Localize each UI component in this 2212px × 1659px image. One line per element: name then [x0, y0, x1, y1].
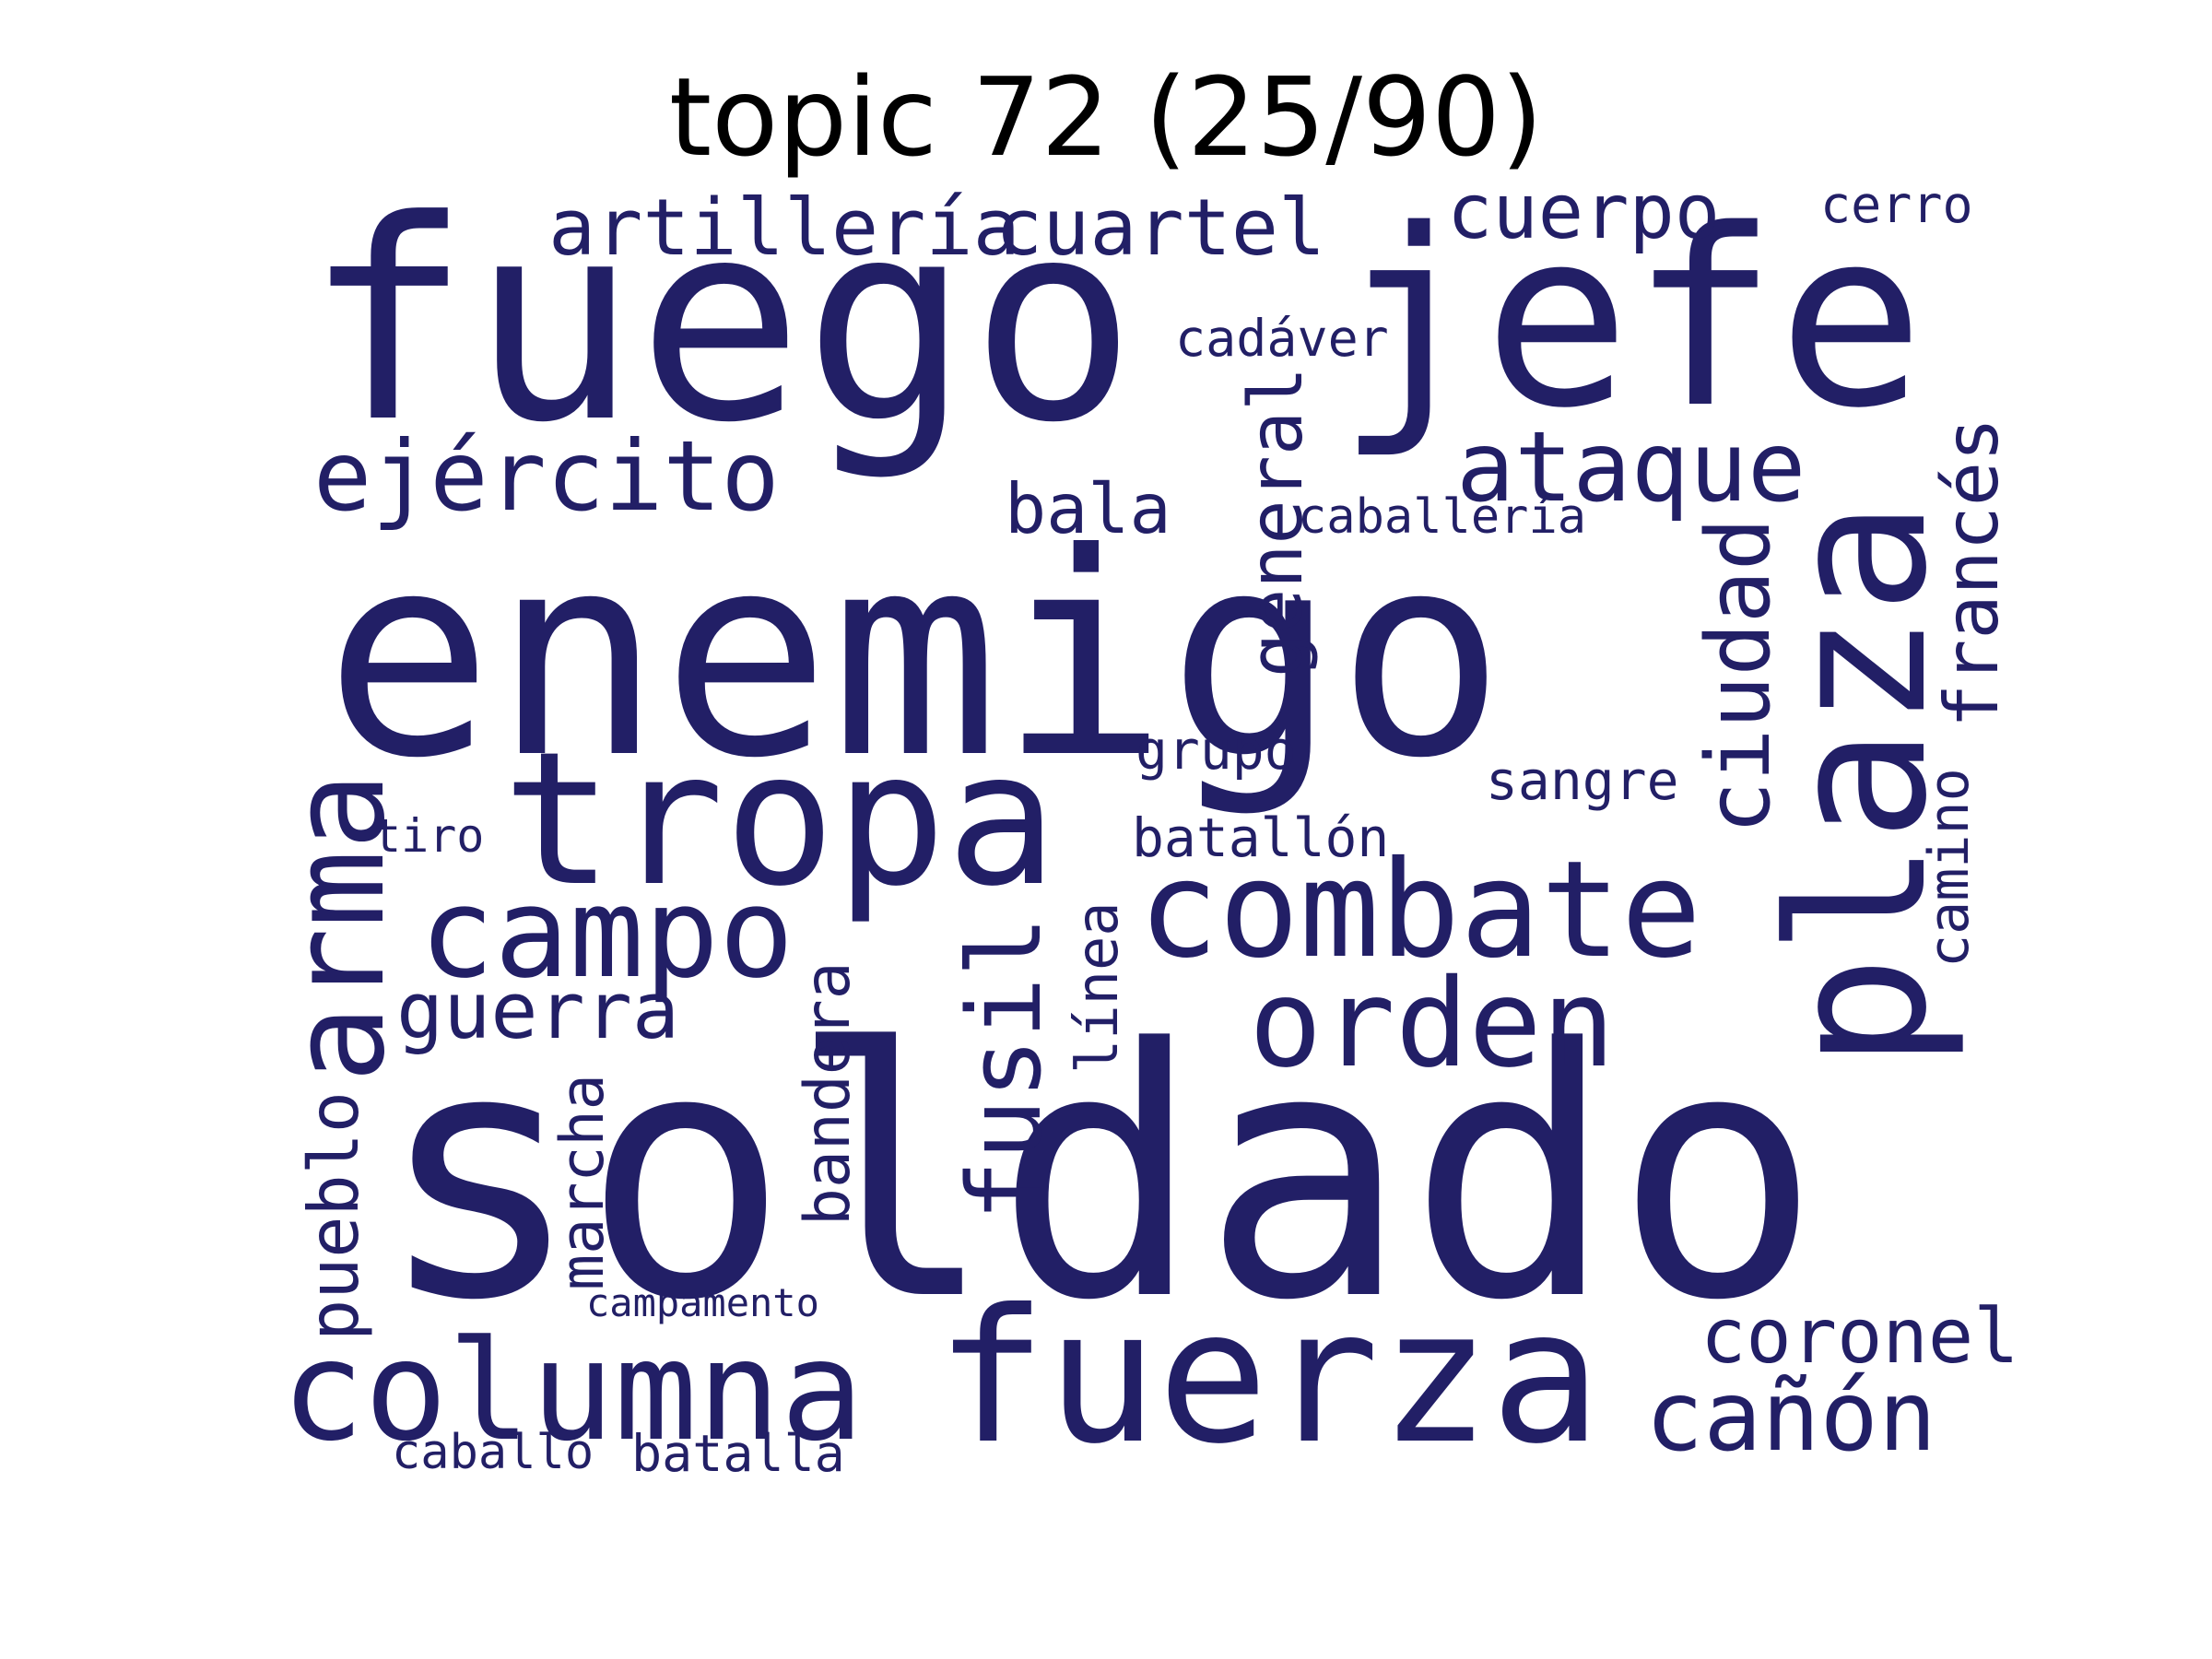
cloud-word: columna — [281, 1312, 865, 1472]
cloud-word: jefe — [1336, 178, 1925, 462]
cloud-word: campo — [419, 861, 794, 1006]
cloud-word: soldado — [376, 976, 1821, 1375]
cloud-word: ejército — [313, 420, 780, 533]
cloud-word: enemigo — [324, 493, 1506, 819]
cloud-word: orden — [1249, 953, 1616, 1095]
cloud-word: cuartel — [995, 182, 1326, 274]
figure-title: topic 72 (25/90) — [668, 53, 1544, 181]
cloud-word: marcha — [548, 1074, 618, 1290]
cloud-word: campamento — [586, 1280, 819, 1325]
cloud-word: línea — [1064, 901, 1131, 1074]
cloud-word: ciudad — [1688, 517, 1790, 834]
cloud-word: cuerpo — [1447, 169, 1721, 256]
cloud-word: fuerza — [935, 1270, 1602, 1485]
cloud-word: camino — [1917, 768, 1982, 968]
cloud-word: francés — [1929, 417, 2015, 728]
cloud-word: combate — [1138, 832, 1702, 988]
cloud-word: bala — [1005, 468, 1171, 549]
cloud-word: guerra — [396, 966, 680, 1057]
cloud-word: tiro — [373, 809, 485, 863]
cloud-word: batallón — [1132, 806, 1390, 869]
cloud-word: artillería — [548, 182, 1020, 274]
cloud-word: pueblo — [293, 1091, 374, 1341]
cloud-word: cadáver — [1175, 309, 1389, 368]
cloud-word: coronel — [1700, 1293, 2019, 1381]
cloud-word: cerro — [1820, 175, 1973, 234]
cloud-word: ataque — [1456, 411, 1806, 524]
cloud-word: sangre — [1486, 749, 1679, 812]
cloud-word: caballo — [392, 1425, 594, 1480]
cloud-word: fuego — [304, 161, 1137, 483]
cloud-word: grupo — [1135, 719, 1297, 782]
cloud-word: fusil — [946, 915, 1064, 1221]
cloud-word: tropa — [502, 712, 1058, 927]
cloud-word: bandera — [792, 961, 865, 1226]
cloud-word: batalla — [631, 1424, 845, 1483]
cloud-word: caballería — [1298, 489, 1587, 545]
cloud-word: cañón — [1645, 1360, 1937, 1473]
